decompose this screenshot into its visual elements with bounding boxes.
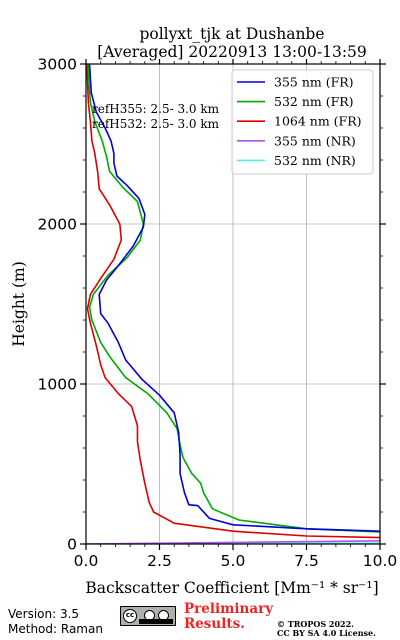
y-tick-label: 2000 xyxy=(38,216,77,234)
legend-label: 355 nm (FR) xyxy=(274,75,354,90)
legend-label: 1064 nm (FR) xyxy=(274,114,362,129)
preliminary-line-2: Results. xyxy=(184,616,245,632)
x-tick-label: 10.0 xyxy=(363,552,398,570)
series-line-532-nm-fr xyxy=(87,64,380,533)
tick-layer: 0.0 2.5 5.0 7.5 10.0 0 1000 2000 3000 xyxy=(38,56,398,571)
copyright-notice: © TROPOS 2022. CC BY SA 4.0 License. xyxy=(277,620,376,638)
chart-legend: 355 nm (FR) 532 nm (FR) 1064 nm (FR) 355 nm… xyxy=(231,69,374,175)
legend-label: 532 nm (FR) xyxy=(274,94,354,109)
x-tick-label: 5.0 xyxy=(221,552,246,570)
x-axis-label: Backscatter Coefficient [Mm⁻¹ * sr⁻¹] xyxy=(85,579,378,597)
legend-label: 355 nm (NR) xyxy=(274,133,356,148)
version-label: Version: 3.5 xyxy=(8,607,80,621)
copyright-line-2: CC BY SA 4.0 License. xyxy=(277,628,376,638)
y-axis-label: Height (m) xyxy=(10,261,28,347)
legend-label: 532 nm (NR) xyxy=(274,153,356,168)
y-tick-label: 1000 xyxy=(38,376,77,394)
cc-strip xyxy=(139,619,173,624)
x-tick-label: 7.5 xyxy=(294,552,319,570)
copyright-line-1: © TROPOS 2022. xyxy=(277,619,354,629)
series-line-355-nm-fr xyxy=(88,64,380,532)
preliminary-notice: Preliminary Results. xyxy=(184,602,273,632)
annotation-refh532: refH532: 2.5- 3.0 km xyxy=(92,117,220,131)
chart-subtitle: [Averaged] 20220913 13:00-13:59 xyxy=(97,43,367,61)
cc-icon: cc xyxy=(123,609,137,623)
method-label: Method: Raman xyxy=(8,622,103,636)
chart-title: pollyxt_tjk at Dushanbe xyxy=(139,25,324,43)
annotation-refh355: refH355: 2.5- 3.0 km xyxy=(92,102,220,116)
legend-box xyxy=(231,69,374,175)
y-tick-label: 0 xyxy=(67,536,77,554)
preliminary-line-1: Preliminary xyxy=(184,601,274,617)
y-tick-label: 3000 xyxy=(38,56,77,74)
cc-license-badge: cc xyxy=(120,606,176,626)
series-line-1064-nm-fr xyxy=(86,64,380,539)
x-tick-label: 2.5 xyxy=(147,552,172,570)
x-tick-label: 0.0 xyxy=(74,552,99,570)
